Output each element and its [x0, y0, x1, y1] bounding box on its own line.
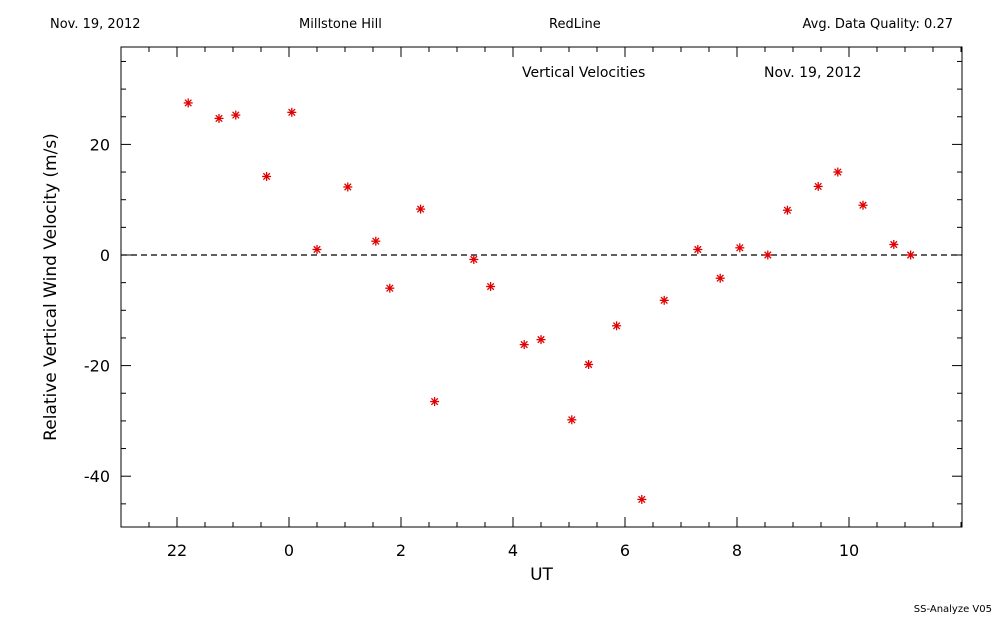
header-date: Nov. 19, 2012	[50, 17, 141, 32]
data-point	[567, 415, 577, 425]
data-point	[343, 182, 353, 192]
header-site: Millstone Hill	[299, 17, 382, 32]
data-point	[659, 295, 669, 305]
data-point	[430, 397, 440, 407]
data-point	[612, 321, 622, 331]
data-point	[469, 254, 479, 264]
data-point	[763, 250, 773, 260]
data-point	[735, 243, 745, 253]
footer-version: SS-Analyze V05	[913, 604, 992, 615]
data-point	[385, 283, 395, 293]
data-point	[416, 204, 426, 214]
data-point	[536, 335, 546, 345]
x-tick-label: 0	[284, 541, 294, 560]
x-tick-label: 6	[620, 541, 630, 560]
header-quality: Avg. Data Quality: 0.27	[802, 17, 953, 32]
x-axis-label: UT	[530, 565, 553, 585]
x-tick-label: 4	[508, 541, 518, 560]
data-point	[813, 181, 823, 191]
y-tick-label: -20	[84, 357, 110, 376]
data-point	[637, 494, 647, 504]
data-point	[906, 250, 916, 260]
data-point	[231, 110, 241, 120]
y-tick-label: 0	[100, 246, 110, 265]
plot-frame	[120, 46, 963, 528]
x-tick-label: 2	[396, 541, 406, 560]
chart-title: Vertical Velocities	[522, 65, 645, 81]
data-point	[693, 244, 703, 254]
header-instrument: RedLine	[549, 17, 601, 32]
data-point	[262, 171, 272, 181]
data-point	[371, 236, 381, 246]
data-point	[214, 113, 224, 123]
data-point	[715, 273, 725, 283]
x-tick-label: 10	[839, 541, 859, 560]
data-point	[519, 340, 529, 350]
x-tick-label: 22	[167, 541, 187, 560]
data-point	[486, 282, 496, 292]
y-axis-label: Relative Vertical Wind Velocity (m/s)	[41, 133, 61, 441]
data-point	[287, 107, 297, 117]
chart-subtitle: Nov. 19, 2012	[764, 65, 861, 81]
y-tick-label: -40	[84, 467, 110, 486]
data-point	[833, 167, 843, 177]
data-point	[183, 98, 193, 108]
y-tick-label: 20	[90, 135, 110, 154]
data-point	[312, 244, 322, 254]
x-tick-label: 8	[732, 541, 742, 560]
data-point	[858, 200, 868, 210]
data-point	[584, 359, 594, 369]
data-point	[782, 205, 792, 215]
data-point	[889, 239, 899, 249]
